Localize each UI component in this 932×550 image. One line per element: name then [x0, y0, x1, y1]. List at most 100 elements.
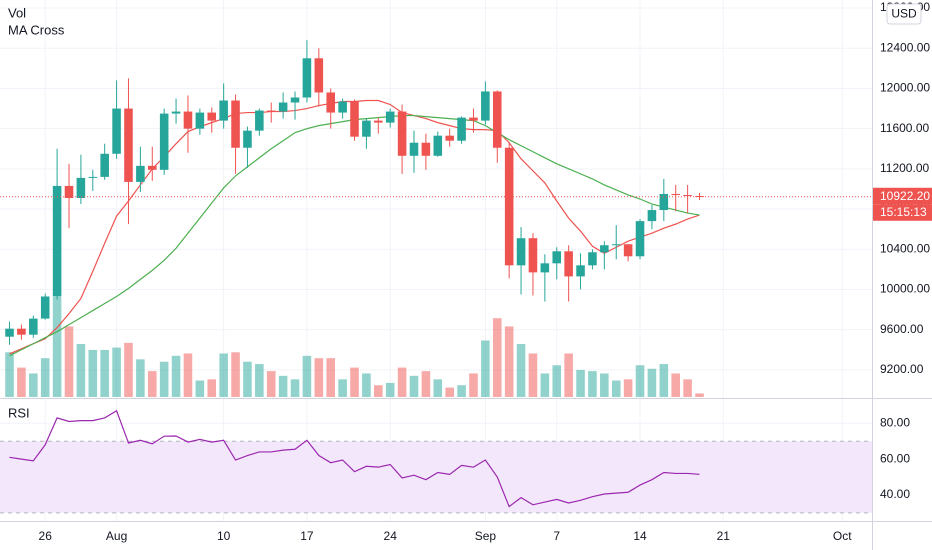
countdown-label: 15:15:13: [880, 205, 927, 219]
volume-bar: [314, 358, 324, 397]
candle-body: [409, 142, 419, 156]
candle-body: [255, 110, 264, 131]
volume-bar: [445, 387, 454, 397]
volume-bar: [671, 373, 680, 397]
volume-bar: [64, 326, 74, 397]
volume-bar: [659, 364, 669, 397]
volume-bar: [635, 365, 645, 397]
volume-bar: [88, 349, 98, 397]
volume-bar: [29, 373, 38, 397]
candle-body: [469, 117, 478, 121]
volume-bar: [611, 380, 621, 397]
x-tick-label: 14: [633, 529, 647, 543]
volume-bar: [40, 358, 50, 397]
volume-bar: [516, 344, 526, 397]
x-tick-label: 7: [553, 529, 560, 543]
candle-body: [433, 135, 443, 156]
volume-bar: [647, 368, 657, 397]
candle-body: [147, 165, 157, 170]
x-tick-label: Oct: [833, 529, 852, 543]
candle-body: [397, 111, 407, 156]
volume-bar: [588, 371, 597, 397]
candle-body: [516, 238, 526, 266]
rsi-line: [9, 409, 700, 508]
candle-body: [159, 113, 169, 170]
x-tick-label: 17: [300, 529, 314, 543]
volume-bar: [433, 379, 443, 397]
last-price-badge: [873, 187, 932, 205]
candle-body: [552, 251, 562, 264]
volume-bar: [266, 371, 276, 397]
candle-body: [243, 130, 252, 148]
x-tick-label: 24: [384, 529, 398, 543]
volume-bar: [195, 380, 205, 397]
x-tick-label: 10: [217, 529, 231, 543]
volume-bar: [76, 344, 86, 397]
candle-body: [88, 176, 98, 178]
volume-bar: [552, 365, 562, 397]
volume-bar: [112, 347, 121, 397]
candle-body: [540, 263, 550, 273]
currency-badge[interactable]: [886, 3, 922, 25]
candle-body: [600, 245, 609, 253]
rsi-pane: [0, 409, 872, 514]
candle-body: [326, 92, 336, 113]
candle-body: [278, 102, 288, 112]
candle-body: [374, 120, 383, 123]
volume-bar: [528, 353, 538, 397]
candle-body: [40, 296, 50, 319]
candle-body: [528, 238, 538, 273]
volume-bar: [421, 371, 431, 397]
candle-body: [100, 153, 109, 177]
currency-label[interactable]: USD: [891, 7, 917, 21]
candle-body: [635, 221, 645, 257]
volume-bar: [350, 367, 359, 397]
volume-bar: [219, 353, 228, 397]
volume-bar: [100, 349, 109, 397]
y-tick-label: 60.00: [880, 451, 910, 465]
axes: 9200.009600.0010000.0010400.0010800.0011…: [39, 0, 932, 543]
volume-bar: [147, 371, 157, 397]
y-tick-label: 10400.00: [880, 241, 930, 255]
candle-body: [302, 58, 312, 98]
candle-body: [457, 117, 466, 141]
volume-bar: [302, 355, 312, 397]
candle-body: [671, 193, 680, 195]
y-tick-label: 11600.00: [880, 121, 929, 135]
volume-bar: [5, 352, 14, 397]
candle-body: [64, 185, 74, 198]
volume-bar: [124, 342, 133, 397]
candle-body: [385, 111, 395, 123]
candle-body: [314, 58, 324, 93]
rsi-legend: RSI: [8, 405, 30, 420]
candle-body: [683, 194, 692, 196]
volume-bar: [278, 375, 288, 397]
candle-body: [124, 108, 133, 182]
candle-body: [623, 244, 633, 257]
candle-body: [5, 328, 14, 337]
candle-body: [17, 328, 26, 335]
volume-bar: [481, 340, 490, 397]
candle-body: [362, 120, 371, 137]
countdown-badge: [873, 204, 932, 221]
volume-bar: [492, 318, 502, 397]
volume-bar: [397, 367, 407, 397]
candle-body: [171, 111, 181, 114]
y-tick-label: 12000.00: [880, 81, 930, 95]
volume-bar: [338, 379, 347, 397]
candle-body: [421, 142, 431, 156]
candle-body: [445, 135, 454, 141]
y-tick-label: 40.00: [880, 487, 910, 501]
candle-body: [564, 251, 573, 277]
candle-body: [647, 210, 657, 222]
volume-bar: [255, 364, 264, 397]
volume-bar: [136, 359, 145, 397]
candle-body: [492, 91, 502, 148]
rsi-band: [0, 441, 872, 513]
volume-bar: [374, 385, 383, 397]
volume-bar: [409, 375, 419, 397]
volume-bar: [326, 358, 336, 397]
volume-bar: [385, 382, 395, 397]
volume-bar: [231, 352, 240, 397]
